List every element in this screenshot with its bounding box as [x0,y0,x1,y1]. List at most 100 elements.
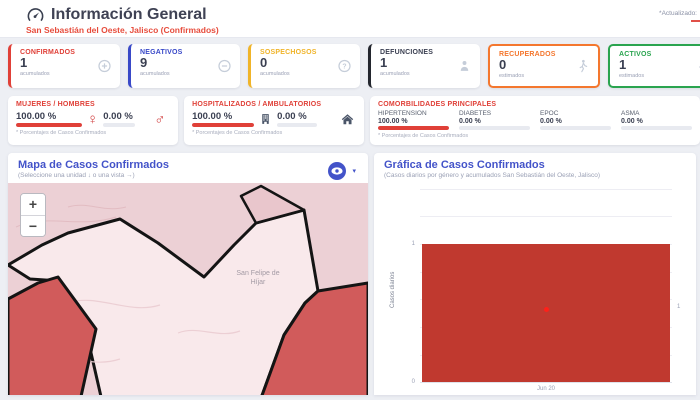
comorbidity-value: 0.00 % [621,118,643,125]
ambulatory-percentage: 0.00 % [277,111,307,122]
svg-text:?: ? [342,63,346,70]
card-footnote: * Porcentajes de Casos Confirmados [192,130,283,137]
chart-accumulated-point [544,307,549,312]
zoom-in-button[interactable]: + [21,194,45,215]
card-label: SOSPECHOSOS [260,49,317,56]
card-value: 9 [140,55,148,70]
female-icon: ♀ [87,110,99,128]
chevron-down-icon[interactable]: ▾ [352,168,356,175]
zoom-out-button[interactable]: − [21,215,45,236]
comorbidity-value: 100.00 % [378,118,408,125]
choropleth-map: San Felipe de Híjar [8,183,368,395]
card-label: CONFIRMADOS [20,49,76,56]
map-region-label: San Felipe de [236,270,279,277]
y-axis-tick: 1 [411,241,415,247]
card-sub: estimados [619,72,645,79]
card-title: HOSPITALIZADOS / AMBULATORIOS [192,101,322,108]
female-percentage: 100.00 % [16,111,57,122]
updated-value-cutoff [691,20,700,22]
chart-plot-area: 1 0 1 Jun 20 [412,189,680,392]
gridline [420,189,672,190]
comorbidity-label: EPOC [540,110,559,117]
card-activos: ACTIVOS 1 estimados [608,44,700,88]
card-sub: acumulados [140,70,170,77]
card-footnote: * Porcentajes de Casos Confirmados [378,133,469,139]
card-value: 0 [499,57,507,72]
card-value: 0 [260,55,268,70]
gridline [420,216,672,217]
bottom-panels-row: Mapa de Casos Confirmados (Seleccione un… [0,145,700,395]
comorbidity-label: HIPERTENSION [378,110,427,117]
gauge-icon [26,5,45,24]
comorbidity-value: 0.00 % [459,118,481,125]
chart-title: Gráfica de Casos Confirmados [384,159,545,171]
card-sub: acumulados [20,70,50,77]
card-label: RECUPERADOS [499,51,556,58]
comorbidity-hipertension: HIPERTENSION 100.00 % [378,110,449,130]
home-icon [340,112,355,126]
card-defunciones: DEFUNCIONES 1 acumulados [368,44,480,88]
map-boundary-line [67,204,127,210]
hospitalized-percentage: 100.00 % [192,111,233,122]
card-label: NEGATIVOS [140,49,183,56]
page-subtitle: San Sebastián del Oeste, Jalisco (Confir… [26,25,219,35]
walking-person-icon [577,59,589,73]
card-recuperados: RECUPERADOS 0 estimados [488,44,600,88]
percentage-cards-row: MUJERES / HOMBRES 100.00 % ♀ 0.00 % ♂ * … [0,88,700,145]
hospital-icon [259,112,272,126]
minus-circle-icon [218,59,231,73]
card-value: 1 [380,55,388,70]
comorbidity-bar [621,126,692,130]
map-view-button[interactable] [328,162,346,180]
stat-cards-row: CONFIRMADOS 1 acumulados NEGATIVOS 9 acu… [0,38,700,88]
male-percentage: 0.00 % [103,111,133,122]
comorbidity-label: ASMA [621,110,640,117]
comorbidity-bar [459,126,530,130]
map-region-dark-left[interactable] [8,275,98,395]
comorbidity-asma: ASMA 0.00 % [621,110,692,130]
card-label: ACTIVOS [619,51,652,58]
comorbidity-bar [378,126,449,130]
comorbidity-label: DIABETES [459,110,492,117]
male-progress-bar [103,123,136,128]
card-title: COMORBILIDADES PRINCIPALES [378,101,497,108]
card-mujeres-hombres: MUJERES / HOMBRES 100.00 % ♀ 0.00 % ♂ * … [8,96,179,145]
map-canvas[interactable]: + − San Felipe de Híjar [8,183,368,395]
map-title: Mapa de Casos Confirmados [18,159,169,171]
ambulatory-progress-bar [277,123,318,128]
map-region-dark-right[interactable] [260,281,368,395]
card-title: MUJERES / HOMBRES [16,101,95,108]
map-panel: Mapa de Casos Confirmados (Seleccione un… [8,153,368,395]
updated-label: *Actualizado: [659,10,697,17]
page-title: Información General [51,5,207,23]
comorbidity-epoc: EPOC 0.00 % [540,110,611,130]
map-zoom-control: + − [20,193,46,237]
hospitalized-progress-bar [192,123,255,128]
right-axis-tick: 1 [677,304,681,310]
chart-y-axis-label: Casos diarios [390,271,396,308]
chart-area-series [422,244,670,382]
question-circle-icon: ? [338,59,351,73]
x-axis-tick: Jun 20 [536,386,556,392]
card-footnote: * Porcentajes de Casos Confirmados [16,130,107,137]
card-comorbilidades: COMORBILIDADES PRINCIPALES HIPERTENSION … [370,96,700,145]
app-header: Información General San Sebastián del Oe… [0,0,700,38]
y-axis-tick: 0 [411,379,415,385]
chart-panel: Gráfica de Casos Confirmados (Casos diar… [374,153,696,395]
card-label: DEFUNCIONES [380,49,434,56]
card-sub: estimados [499,72,525,79]
person-icon [458,59,471,73]
card-value: 1 [20,55,28,70]
card-hospitalizados-ambulatorios: HOSPITALIZADOS / AMBULATORIOS 100.00 % 0… [184,96,364,145]
card-confirmados: CONFIRMADOS 1 acumulados [8,44,120,88]
card-value: 1 [619,57,627,72]
card-negativos: NEGATIVOS 9 acumulados [128,44,240,88]
chart-subtitle: (Casos diarios por género y acumulados S… [384,172,601,179]
comorbidity-diabetes: DIABETES 0.00 % [459,110,530,130]
map-region-wedge[interactable] [239,184,306,225]
card-sospechosos: SOSPECHOSOS 0 acumulados ? [248,44,360,88]
comorbidity-value: 0.00 % [540,118,562,125]
card-sub: acumulados [260,70,290,77]
map-subtitle: (Seleccione una unidad ↓ o una vista →) [18,172,135,179]
plus-circle-icon [98,59,111,73]
